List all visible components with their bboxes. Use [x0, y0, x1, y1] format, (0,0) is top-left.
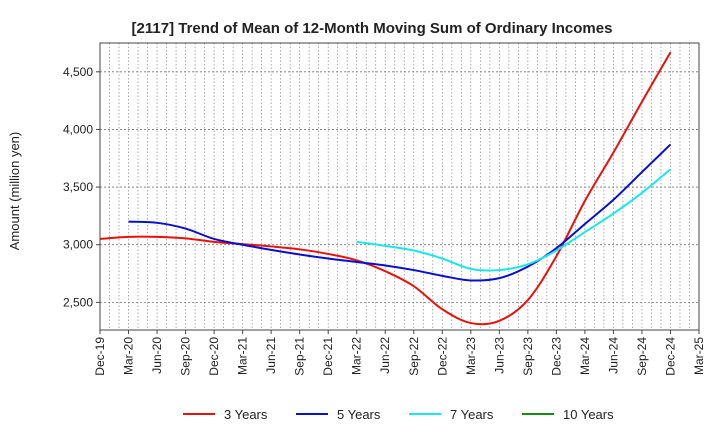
x-tick-label: Sep-21: [293, 337, 307, 376]
x-tick-label: Jun-21: [264, 337, 278, 374]
plot-area-frame: [99, 42, 700, 331]
y-tick-label: 4,000: [63, 122, 93, 136]
x-tick-label: Mar-25: [692, 337, 706, 375]
x-tick-label: Mar-21: [236, 337, 250, 375]
y-tick-label: 3,500: [63, 180, 93, 194]
y-tick-label: 2,500: [63, 295, 93, 309]
legend-label-7-years: 7 Years: [450, 407, 494, 422]
legend-label-5-years: 5 Years: [337, 407, 381, 422]
x-tick-label: Mar-24: [578, 337, 592, 375]
x-tick-label: Dec-23: [549, 337, 563, 376]
x-tick-label: Dec-24: [663, 337, 677, 376]
x-tick-label: Jun-22: [378, 337, 392, 374]
x-tick-label: Dec-22: [435, 337, 449, 376]
x-tick-label: Sep-23: [521, 337, 535, 376]
grid-lines: [100, 43, 700, 330]
legend: 3 Years 5 Years 7 Years 10 Years: [183, 407, 614, 422]
x-axis-ticks: Dec-19 Mar-20 Jun-20 Sep-20 Dec-20 Mar-21 Jun-…: [93, 330, 706, 376]
x-tick-label: Dec-20: [207, 337, 221, 376]
legend-label-3-years: 3 Years: [224, 407, 268, 422]
x-tick-label: Sep-22: [407, 337, 421, 376]
legend-label-10-years: 10 Years: [563, 407, 614, 422]
y-axis-ticks: 2,500 3,000 3,500 4,000 4,500: [63, 65, 100, 309]
x-tick-label: Jun-23: [492, 337, 506, 374]
x-tick-label: Jun-24: [606, 337, 620, 374]
x-tick-label: Mar-22: [350, 337, 364, 375]
x-tick-label: Sep-24: [635, 337, 649, 376]
x-tick-label: Dec-19: [93, 337, 107, 376]
x-tick-label: Mar-23: [464, 337, 478, 375]
chart-title: [2117] Trend of Mean of 12-Month Moving …: [132, 20, 613, 37]
series-line-3-years: [99, 51, 672, 326]
y-tick-label: 4,500: [63, 65, 93, 79]
series-line-7-years: [356, 168, 672, 272]
y-axis-title: Amount (million yen): [7, 132, 22, 251]
series-lines: [99, 51, 672, 326]
x-tick-label: Sep-20: [179, 337, 193, 376]
x-tick-label: Dec-21: [321, 337, 335, 376]
y-tick-label: 3,000: [63, 238, 93, 252]
series-line-5-years: [128, 143, 672, 282]
x-tick-label: Mar-20: [122, 337, 136, 375]
x-tick-label: Jun-20: [150, 337, 164, 374]
